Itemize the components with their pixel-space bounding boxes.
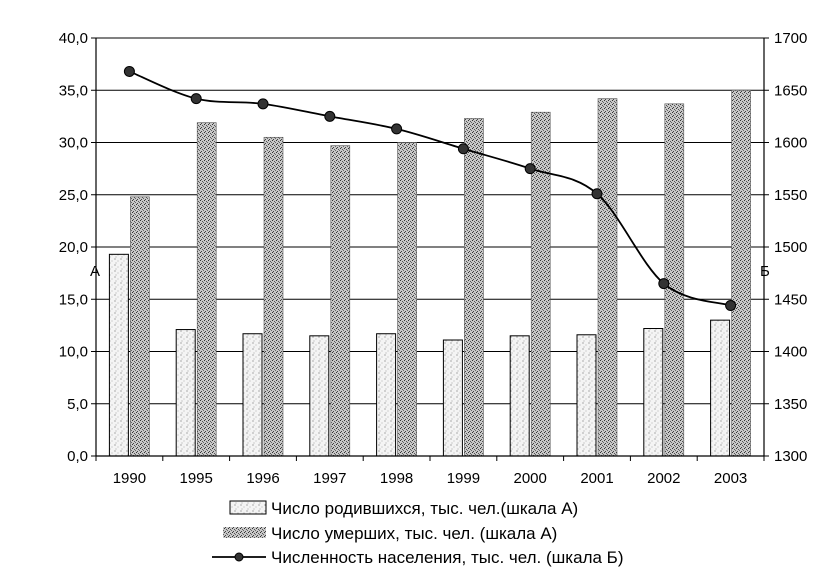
population-point <box>123 65 135 77</box>
left-tick-label: 25,0 <box>59 187 88 204</box>
bar-births <box>442 339 463 457</box>
legend-marker-population <box>234 552 244 562</box>
bar-deaths <box>597 98 618 457</box>
left-tick-label: 35,0 <box>59 82 88 99</box>
x-tick-label: 1996 <box>246 470 279 487</box>
x-tick-label: 1997 <box>313 470 346 487</box>
legend-label-deaths: Число умерших, тыс. чел. (шкала А) <box>271 524 557 543</box>
left-axis-label: А <box>90 263 100 280</box>
bar-deaths <box>263 136 284 457</box>
x-tick-label: 1995 <box>180 470 213 487</box>
legend-item-births: Число родившихся, тыс. чел.(шкала А) <box>229 499 578 518</box>
x-tick-label: 1990 <box>113 470 146 487</box>
bar-births <box>108 253 129 457</box>
right-tick-label: 1550 <box>774 187 807 204</box>
population-point <box>324 110 336 122</box>
bar-births <box>643 328 664 457</box>
right-tick-label: 1350 <box>774 396 807 413</box>
x-tick-label: 1999 <box>447 470 480 487</box>
legend-item-population: Численность населения, тыс. чел. (шкала … <box>212 548 623 567</box>
left-tick-label: 15,0 <box>59 291 88 308</box>
right-tick-label: 1600 <box>774 135 807 152</box>
x-tick-label: 1998 <box>380 470 413 487</box>
right-tick-label: 1400 <box>774 344 807 361</box>
right-tick-label: 1650 <box>774 82 807 99</box>
bar-births <box>376 333 397 457</box>
bar-deaths <box>130 196 150 457</box>
bar-births <box>509 335 530 457</box>
x-tick-label: 2002 <box>647 470 680 487</box>
x-tick-label: 2003 <box>714 470 747 487</box>
right-axis-label: Б <box>760 263 770 280</box>
right-tick-label: 1300 <box>774 448 807 465</box>
population-point <box>257 98 269 110</box>
left-tick-label: 20,0 <box>59 239 88 256</box>
bar-deaths <box>196 122 217 457</box>
left-tick-label: 10,0 <box>59 344 88 361</box>
x-axis-ticks: 1990 1995 1996 1997 1998 1999 2000 2001 2002 2003 <box>95 456 765 487</box>
population-point <box>591 188 603 200</box>
left-axis-ticks: 0,0 5,0 10,0 15,0 20,0 25,0 30,0 35,0 40,0 <box>59 30 96 465</box>
bar-deaths <box>530 111 551 457</box>
bar-births <box>309 335 330 457</box>
legend: Число родившихся, тыс. чел.(шкала А) Чис… <box>212 499 623 567</box>
population-line <box>129 70 731 307</box>
right-tick-label: 1500 <box>774 239 807 256</box>
bar-births <box>576 334 597 457</box>
bar-deaths <box>731 89 751 457</box>
population-point <box>190 93 202 105</box>
population-line-layer <box>123 65 737 312</box>
legend-label-births: Число родившихся, тыс. чел.(шкала А) <box>271 499 578 518</box>
population-point <box>457 143 469 155</box>
x-tick-label: 2000 <box>514 470 547 487</box>
right-axis-ticks: 1300 1350 1400 1450 1500 1550 1600 1650 1700 <box>764 30 807 465</box>
population-point <box>391 123 403 135</box>
legend-item-deaths: Число умерших, тыс. чел. (шкала А) <box>223 524 557 543</box>
right-tick-label: 1700 <box>774 30 807 47</box>
legend-swatch-deaths <box>223 527 266 538</box>
left-tick-label: 40,0 <box>59 30 88 47</box>
bar-births <box>710 319 731 457</box>
right-tick-label: 1450 <box>774 291 807 308</box>
left-tick-label: 0,0 <box>67 448 88 465</box>
x-tick-label: 2001 <box>580 470 613 487</box>
bar-deaths <box>464 118 484 457</box>
population-point <box>658 278 670 290</box>
legend-label-population: Численность населения, тыс. чел. (шкала … <box>271 548 623 567</box>
bar-deaths <box>397 142 417 457</box>
bar-deaths <box>330 145 351 457</box>
bar-births <box>175 329 196 457</box>
bar-births <box>242 333 263 457</box>
left-tick-label: 5,0 <box>67 396 88 413</box>
population-point <box>524 163 536 175</box>
population-point <box>725 300 737 312</box>
bars-layer <box>108 89 751 457</box>
legend-swatch-births <box>229 500 267 515</box>
left-tick-label: 30,0 <box>59 135 88 152</box>
